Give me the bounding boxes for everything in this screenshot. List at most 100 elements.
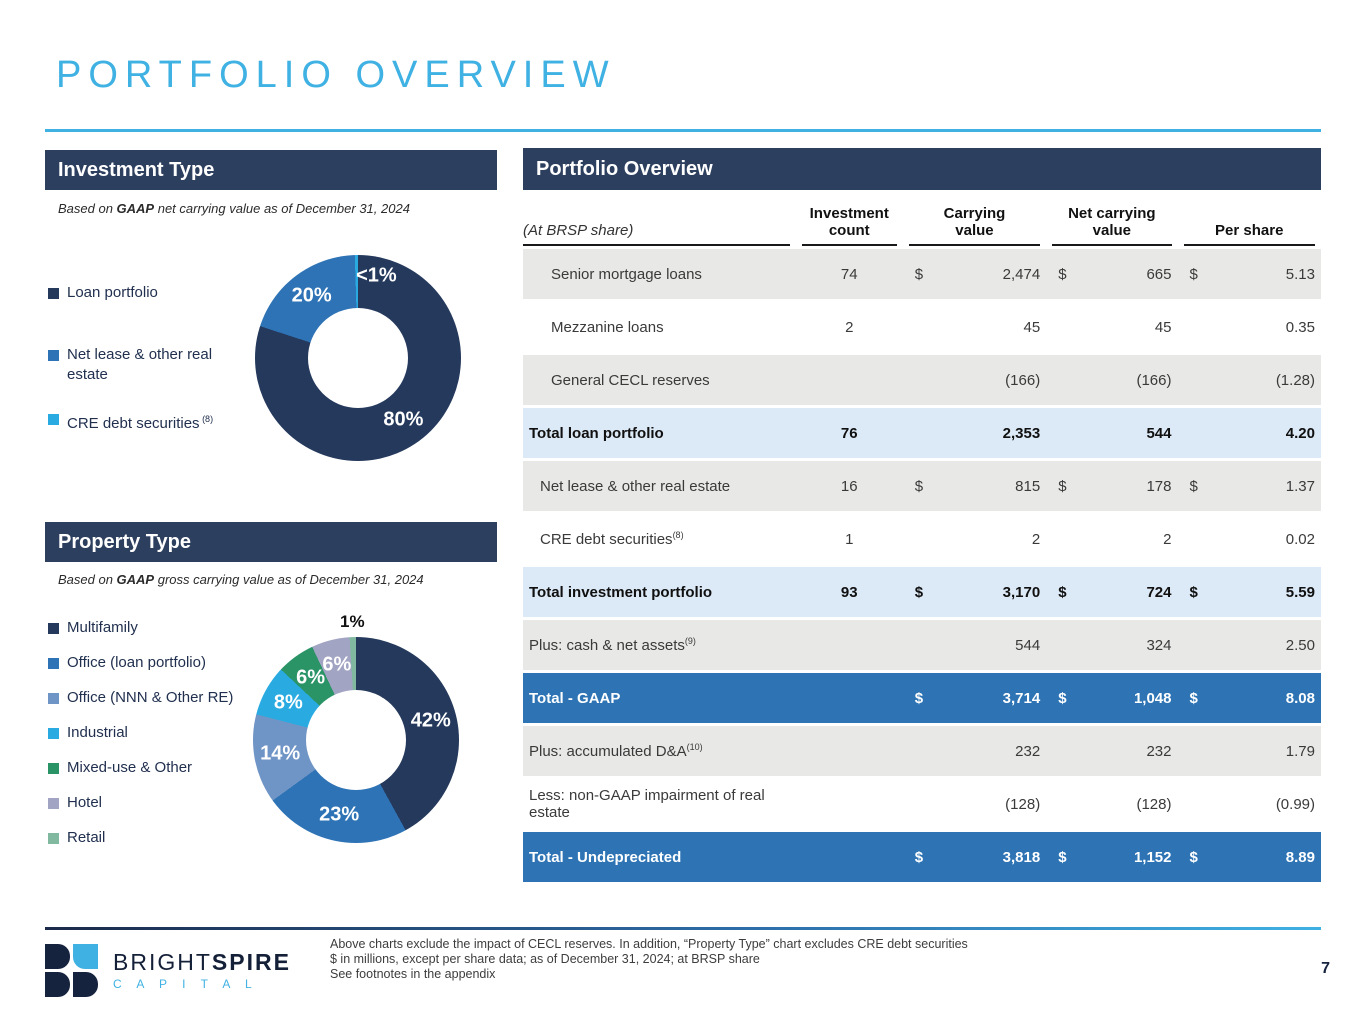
portfolio-table: (At BRSP share) Investment count Carryin…: [523, 205, 1321, 882]
cell-investment-count: [795, 776, 903, 829]
cell-dollar-sign: $: [1177, 670, 1206, 723]
footnotes: Above charts exclude the impact of CECL …: [330, 937, 968, 982]
cell-per-share: 2.50: [1205, 617, 1321, 670]
cell-net-carrying-value: 45: [1074, 299, 1178, 352]
cell-dollar-sign: [1177, 776, 1206, 829]
row-label: Plus: cash & net assets(9): [523, 617, 796, 670]
brightspire-logo-text: BRIGHTSPIRE C A P I T A L: [113, 950, 291, 991]
legend-item: Retail: [48, 828, 258, 848]
row-label: Senior mortgage loans: [523, 246, 796, 299]
donut-slice-label: 20%: [291, 284, 332, 307]
legend-item: Office (loan portfolio): [48, 653, 258, 673]
cell-dollar-sign: $: [1177, 246, 1206, 299]
cell-investment-count: [795, 617, 903, 670]
legend-item: Net lease & other real estate: [48, 345, 240, 385]
cell-dollar-sign: $: [1046, 564, 1075, 617]
column-header-net-carrying-value: Net carrying value: [1046, 205, 1177, 246]
donut-slice-label: 8%: [273, 691, 303, 714]
subtitle-text: Based on: [58, 201, 117, 216]
legend-label: Hotel: [67, 794, 103, 811]
donut-slice-label: 6%: [322, 653, 352, 676]
cell-dollar-sign: $: [1046, 670, 1075, 723]
brightspire-logo: BRIGHTSPIRE C A P I T A L: [45, 944, 291, 997]
legend-label: CRE debt securities (8): [67, 414, 214, 432]
cell-carrying-value: 3,818: [931, 829, 1047, 882]
cell-dollar-sign: $: [1177, 458, 1206, 511]
investment-type-chart: Loan portfolio Net lease & other real est…: [45, 253, 497, 478]
legend-swatch: [48, 798, 59, 809]
cell-carrying-value: 45: [931, 299, 1047, 352]
cell-dollar-sign: [1046, 299, 1075, 352]
cell-dollar-sign: $: [902, 829, 932, 882]
cell-investment-count: 76: [795, 405, 903, 458]
cell-dollar-sign: $: [1177, 564, 1206, 617]
cell-per-share: 1.79: [1205, 723, 1321, 776]
cell-carrying-value: 2: [931, 511, 1047, 564]
donut-slice-label: 23%: [319, 803, 360, 826]
row-label: General CECL reserves: [523, 352, 796, 405]
cell-per-share: 5.13: [1205, 246, 1321, 299]
donut-slice-label: 14%: [260, 742, 301, 765]
row-label: Mezzanine loans: [523, 299, 796, 352]
legend-item: Mixed-use & Other: [48, 758, 258, 778]
legend-label: Net lease & other real estate: [67, 346, 213, 383]
cell-carrying-value: (166): [931, 352, 1047, 405]
cell-dollar-sign: [902, 352, 932, 405]
cell-dollar-sign: [1177, 405, 1206, 458]
table-row: General CECL reserves (166) (166) (1.28): [523, 352, 1321, 405]
table-row: Senior mortgage loans 74 $2,474 $665 $5.13: [523, 246, 1321, 299]
cell-dollar-sign: $: [1046, 246, 1075, 299]
cell-carrying-value: 232: [931, 723, 1047, 776]
page-title: PORTFOLIO OVERVIEW: [56, 54, 616, 96]
investment-type-header-label: Investment Type: [58, 158, 215, 181]
investment-type-header: Investment Type: [45, 150, 497, 190]
logo-tile: [73, 972, 98, 997]
property-type-legend: Multifamily Office (loan portfolio) Office…: [48, 618, 258, 848]
cell-net-carrying-value: 2: [1074, 511, 1178, 564]
cell-net-carrying-value: 665: [1074, 246, 1178, 299]
cell-per-share: 8.89: [1205, 829, 1321, 882]
cell-investment-count: [795, 352, 903, 405]
cell-dollar-sign: [1046, 617, 1075, 670]
cell-dollar-sign: $: [902, 564, 932, 617]
property-type-chart: Multifamily Office (loan portfolio) Office…: [45, 610, 497, 860]
cell-net-carrying-value: (128): [1074, 776, 1178, 829]
property-type-subtitle: Based on GAAP gross carrying value as of…: [58, 572, 424, 587]
investment-type-donut-chart: 80% 20% <1%: [255, 255, 461, 461]
cell-net-carrying-value: 232: [1074, 723, 1178, 776]
title-divider: [45, 129, 1321, 132]
cell-dollar-sign: [1177, 723, 1206, 776]
legend-swatch: [48, 833, 59, 844]
footnote-line: See footnotes in the appendix: [330, 967, 496, 981]
portfolio-overview-header: Portfolio Overview: [523, 148, 1321, 190]
row-label: Net lease & other real estate: [523, 458, 796, 511]
logo-capital-label: C A P I T A L: [113, 977, 258, 991]
cell-dollar-sign: [902, 723, 932, 776]
legend-swatch: [48, 728, 59, 739]
subtitle-text: Based on: [58, 572, 117, 587]
legend-swatch: [48, 763, 59, 774]
cell-dollar-sign: $: [1046, 458, 1075, 511]
table-row: Total - Undepreciated $3,818 $1,152 $8.89: [523, 829, 1321, 882]
subtitle-bold-text: GAAP: [116, 201, 155, 216]
row-label: Total - GAAP: [523, 670, 796, 723]
cell-investment-count: [795, 670, 903, 723]
legend-item: Loan portfolio: [48, 283, 240, 303]
page-number: 7: [1321, 960, 1330, 977]
legend-item: Hotel: [48, 793, 258, 813]
cell-dollar-sign: [902, 617, 932, 670]
legend-label: Retail: [67, 829, 106, 846]
cell-dollar-sign: [1046, 405, 1075, 458]
cell-carrying-value: (128): [931, 776, 1047, 829]
cell-carrying-value: 815: [931, 458, 1047, 511]
column-header-investment-count: Investment count: [796, 205, 903, 246]
cell-net-carrying-value: 324: [1074, 617, 1178, 670]
cell-dollar-sign: [1046, 352, 1075, 405]
footnote-line: Above charts exclude the impact of CECL …: [330, 937, 968, 951]
cell-investment-count: 74: [795, 246, 903, 299]
cell-dollar-sign: $: [1046, 829, 1075, 882]
cell-dollar-sign: $: [902, 458, 932, 511]
legend-label: Office (loan portfolio): [67, 654, 206, 671]
row-label: Less: non-GAAP impairment of real estate: [523, 776, 796, 829]
